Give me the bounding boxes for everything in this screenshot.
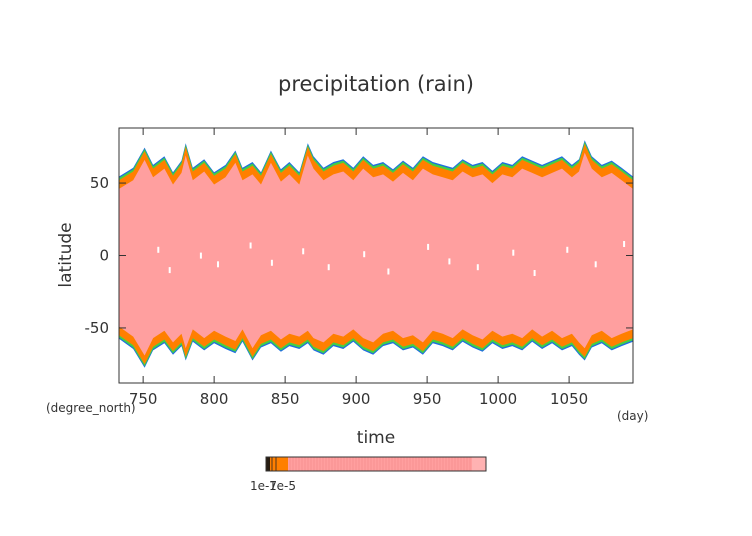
plot-area bbox=[119, 140, 633, 368]
x-unit-label: (day) bbox=[617, 409, 648, 423]
colorbar-orange-segment bbox=[270, 457, 288, 471]
x-tick-label: 900 bbox=[342, 390, 371, 408]
x-tick-label: 1050 bbox=[550, 390, 588, 408]
dry-gap bbox=[302, 248, 305, 255]
y-tick-label: -50 bbox=[85, 319, 110, 337]
chart-title: precipitation (rain) bbox=[278, 72, 474, 96]
dry-gap bbox=[249, 242, 252, 249]
y-unit-label: (degree_north) bbox=[46, 401, 136, 415]
dry-gap bbox=[448, 258, 451, 265]
colorbar-level-lines bbox=[267, 457, 471, 471]
x-axis-label: time bbox=[357, 428, 395, 448]
colorbar-frame bbox=[265, 456, 487, 472]
colorbar: 1e-7 1e-5 bbox=[250, 456, 487, 493]
dry-gap bbox=[566, 246, 569, 253]
dry-gap bbox=[199, 252, 202, 259]
y-tick-label: 0 bbox=[99, 247, 109, 265]
dry-gap bbox=[327, 264, 330, 271]
dry-gap bbox=[168, 267, 171, 274]
x-tick-label: 1000 bbox=[479, 390, 517, 408]
dry-gap bbox=[623, 241, 626, 247]
dry-gap bbox=[476, 264, 479, 271]
dry-gap bbox=[427, 243, 430, 250]
dry-gap bbox=[387, 268, 390, 275]
colorbar-light-segment bbox=[472, 457, 486, 471]
dry-gap bbox=[594, 261, 597, 268]
dry-gap bbox=[533, 270, 536, 276]
dry-gap bbox=[512, 249, 515, 256]
x-tick-label: 750 bbox=[129, 390, 158, 408]
dry-gap bbox=[270, 259, 273, 266]
dry-gap bbox=[157, 246, 160, 253]
x-tick-label: 800 bbox=[200, 390, 229, 408]
x-tick-label: 950 bbox=[413, 390, 442, 408]
y-tick-label: 50 bbox=[90, 174, 109, 192]
y-axis-label: latitude bbox=[56, 222, 76, 287]
dry-gap bbox=[217, 261, 219, 268]
x-tick-label: 850 bbox=[271, 390, 300, 408]
colorbar-tick-label-low: 1e-7 bbox=[250, 479, 277, 493]
rain-band-core bbox=[119, 152, 633, 356]
colorbar-tick-label-high: 1e-5 bbox=[269, 479, 296, 493]
dry-gap bbox=[363, 251, 366, 258]
